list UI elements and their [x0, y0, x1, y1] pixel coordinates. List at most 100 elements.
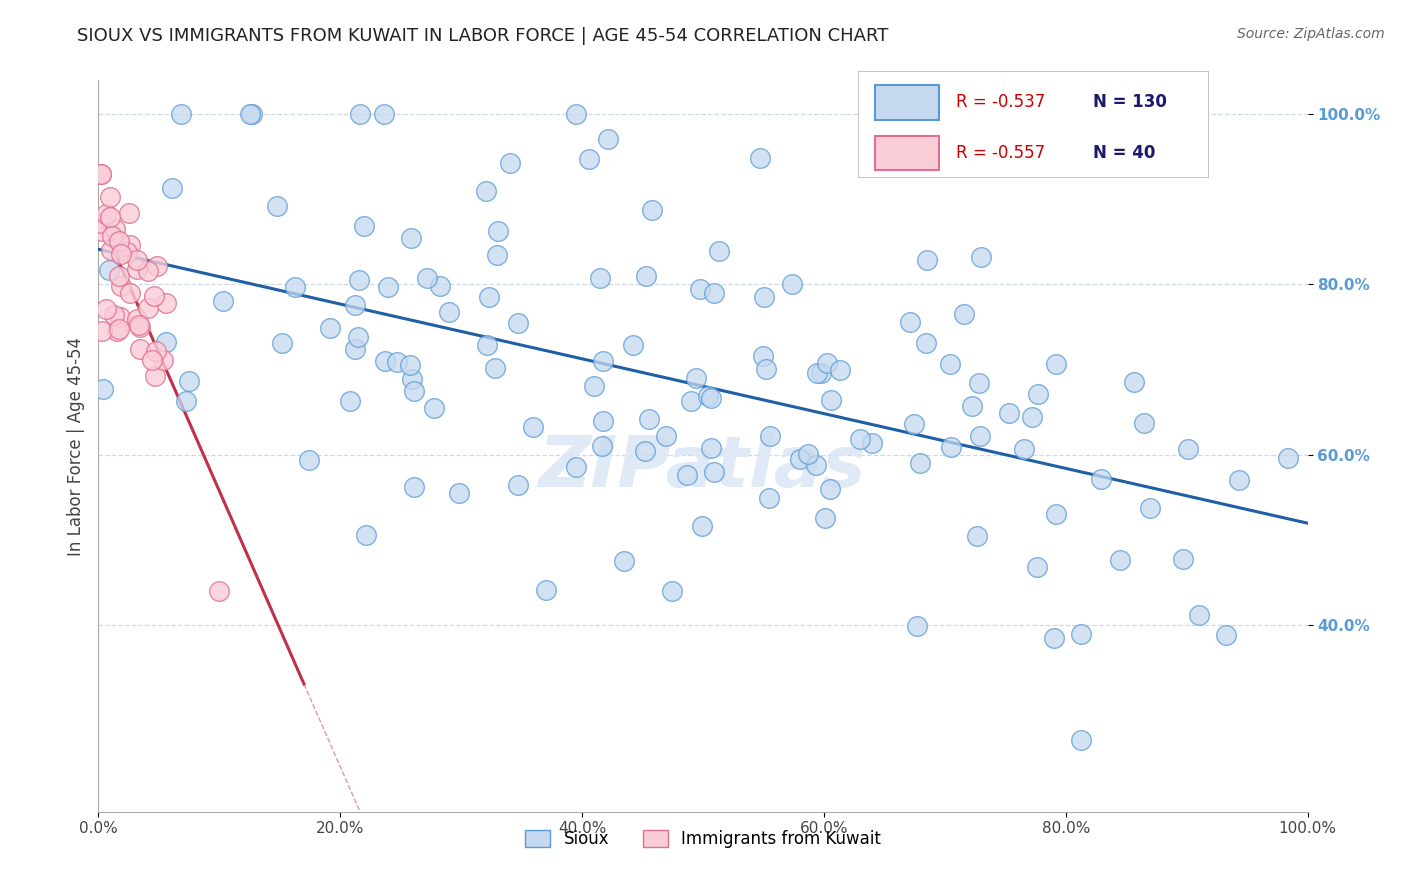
FancyBboxPatch shape	[858, 71, 1209, 178]
Point	[343, 342, 366, 356]
Bar	[875, 136, 939, 169]
Point	[780, 277, 803, 292]
Point	[860, 435, 883, 450]
Point	[1045, 358, 1067, 372]
Point	[1070, 733, 1092, 747]
Point	[103, 308, 125, 322]
Point	[339, 394, 361, 409]
Point	[347, 329, 370, 343]
Point	[478, 290, 501, 304]
Point	[914, 336, 936, 351]
Point	[681, 394, 703, 409]
Point	[1215, 628, 1237, 642]
Text: N = 130: N = 130	[1094, 94, 1167, 112]
Point	[967, 376, 990, 390]
Point	[266, 199, 288, 213]
Point	[915, 253, 938, 268]
Point	[128, 342, 150, 356]
Point	[1045, 508, 1067, 522]
Point	[997, 406, 1019, 420]
Point	[212, 294, 235, 309]
Point	[621, 338, 644, 352]
Point	[347, 273, 370, 287]
Point	[700, 391, 723, 405]
Point	[91, 224, 114, 238]
Point	[758, 491, 780, 505]
Point	[702, 286, 724, 301]
Point	[1139, 501, 1161, 516]
Point	[797, 446, 820, 460]
Point	[703, 465, 725, 479]
Point	[401, 231, 423, 245]
Point	[177, 374, 200, 388]
Point	[240, 107, 263, 121]
Point	[416, 270, 439, 285]
Point	[908, 456, 931, 470]
Point	[941, 440, 963, 454]
Point	[592, 414, 614, 428]
Point	[143, 289, 166, 303]
Point	[447, 486, 470, 500]
Point	[354, 528, 377, 542]
Point	[105, 324, 128, 338]
Point	[676, 468, 699, 483]
Point	[284, 280, 307, 294]
Point	[578, 152, 600, 166]
Point	[174, 394, 197, 409]
Point	[634, 444, 657, 458]
Legend: Sioux, Immigrants from Kuwait: Sioux, Immigrants from Kuwait	[519, 823, 887, 855]
Point	[522, 420, 544, 434]
Point	[1043, 631, 1066, 645]
Point	[377, 279, 399, 293]
Point	[239, 107, 262, 121]
Bar	[875, 86, 939, 120]
Point	[1122, 376, 1144, 390]
Point	[1021, 410, 1043, 425]
Point	[90, 167, 112, 181]
Point	[685, 370, 707, 384]
Point	[343, 298, 366, 312]
Point	[1026, 386, 1049, 401]
Point	[638, 412, 661, 426]
Point	[960, 399, 983, 413]
Point	[752, 290, 775, 304]
Point	[108, 322, 131, 336]
Point	[1090, 472, 1112, 486]
Point	[565, 460, 588, 475]
Point	[969, 429, 991, 443]
Point	[806, 366, 828, 380]
Point	[506, 478, 529, 492]
Point	[349, 107, 371, 121]
Point	[429, 279, 451, 293]
Point	[966, 529, 988, 543]
Point	[592, 354, 614, 368]
Point	[1188, 608, 1211, 623]
Point	[145, 343, 167, 358]
Point	[1133, 416, 1156, 430]
Point	[98, 210, 121, 224]
Point	[115, 244, 138, 259]
Point	[749, 151, 772, 165]
Point	[128, 318, 150, 333]
Point	[120, 285, 142, 300]
Point	[136, 263, 159, 277]
Point	[475, 338, 498, 352]
Point	[969, 250, 991, 264]
Point	[319, 321, 342, 335]
Point	[208, 583, 231, 598]
Point	[903, 417, 925, 431]
Point	[1026, 560, 1049, 574]
Point	[820, 392, 842, 407]
Point	[100, 243, 122, 257]
Point	[94, 207, 117, 221]
Point	[98, 263, 121, 277]
Point	[789, 452, 811, 467]
Point	[641, 202, 664, 217]
Point	[1171, 551, 1194, 566]
Point	[613, 554, 636, 568]
Point	[402, 480, 425, 494]
Point	[104, 222, 127, 236]
Point	[589, 270, 612, 285]
Point	[655, 429, 678, 443]
Point	[689, 282, 711, 296]
